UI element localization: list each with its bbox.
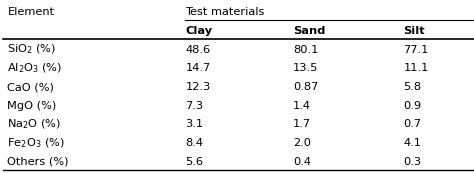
Text: Al$_2$O$_3$ (%): Al$_2$O$_3$ (%) — [8, 61, 63, 75]
Text: MgO (%): MgO (%) — [8, 101, 57, 111]
Text: 11.1: 11.1 — [403, 63, 428, 73]
Text: Others (%): Others (%) — [8, 157, 69, 167]
Text: Na$_2$O (%): Na$_2$O (%) — [8, 118, 62, 131]
Text: 8.4: 8.4 — [185, 138, 203, 148]
Text: 0.3: 0.3 — [403, 157, 421, 167]
Text: 48.6: 48.6 — [185, 45, 210, 55]
Text: Fe$_2$O$_3$ (%): Fe$_2$O$_3$ (%) — [8, 136, 65, 150]
Text: 1.4: 1.4 — [293, 101, 311, 111]
Text: 7.3: 7.3 — [185, 101, 204, 111]
Text: 0.87: 0.87 — [293, 82, 319, 92]
Text: 1.7: 1.7 — [293, 119, 311, 129]
Text: 0.7: 0.7 — [403, 119, 421, 129]
Text: 3.1: 3.1 — [185, 119, 204, 129]
Text: 14.7: 14.7 — [185, 63, 211, 73]
Text: 5.6: 5.6 — [185, 157, 203, 167]
Text: 5.8: 5.8 — [403, 82, 421, 92]
Text: 13.5: 13.5 — [293, 63, 319, 73]
Text: Clay: Clay — [185, 26, 213, 36]
Text: 77.1: 77.1 — [403, 45, 428, 55]
Text: 12.3: 12.3 — [185, 82, 211, 92]
Text: SiO$_2$ (%): SiO$_2$ (%) — [8, 43, 56, 56]
Text: 0.4: 0.4 — [293, 157, 311, 167]
Text: Element: Element — [8, 7, 55, 17]
Text: CaO (%): CaO (%) — [8, 82, 55, 92]
Text: 4.1: 4.1 — [403, 138, 421, 148]
Text: Sand: Sand — [293, 26, 326, 36]
Text: 2.0: 2.0 — [293, 138, 311, 148]
Text: Silt: Silt — [403, 26, 425, 36]
Text: Test materials: Test materials — [185, 7, 265, 17]
Text: 80.1: 80.1 — [293, 45, 319, 55]
Text: 0.9: 0.9 — [403, 101, 421, 111]
